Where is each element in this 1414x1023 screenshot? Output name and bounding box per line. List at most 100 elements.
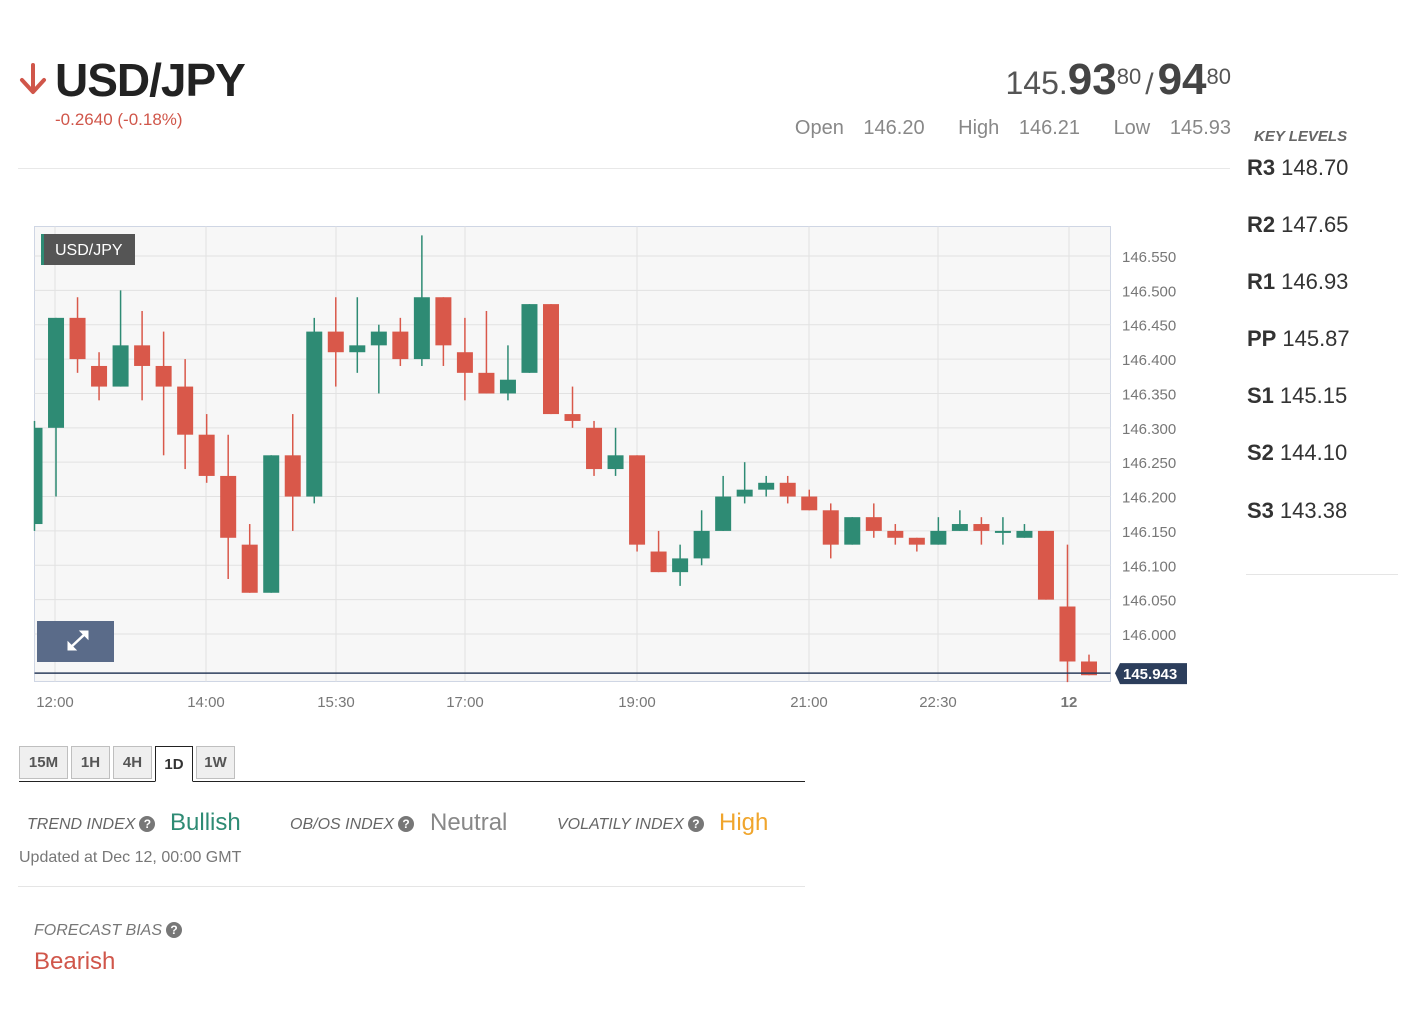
candle	[758, 475, 775, 497]
tab-1h[interactable]: 1H	[71, 746, 110, 779]
key-level-r3: R3 148.70	[1247, 155, 1348, 181]
candle-body	[801, 496, 818, 511]
candle-body	[327, 331, 344, 353]
y-tick-label: 146.400	[1122, 352, 1176, 369]
help-icon[interactable]: ?	[166, 921, 183, 938]
candle-body	[220, 475, 237, 538]
candle	[629, 455, 646, 552]
ohl-summary: Open 146.20 High 146.21 Low 145.93	[767, 117, 1231, 140]
y-tick-label: 146.300	[1122, 421, 1176, 438]
tab-1w[interactable]: 1W	[196, 746, 235, 779]
key-level-name: S2	[1247, 440, 1274, 465]
candle	[521, 304, 538, 373]
forecast-bias-value: Bearish	[34, 948, 116, 975]
x-tick-label: 12	[1061, 694, 1078, 711]
candle	[822, 503, 839, 559]
key-level-value: 145.87	[1282, 326, 1350, 351]
candle-body	[629, 455, 646, 545]
last-price-label: 145.943	[1123, 666, 1177, 683]
key-level-name: PP	[1247, 326, 1277, 351]
candle-body	[542, 304, 559, 415]
help-icon[interactable]: ?	[687, 815, 704, 832]
candle-body	[306, 331, 323, 497]
candle-body	[650, 551, 667, 573]
y-tick-label: 146.100	[1122, 558, 1176, 575]
candle-body	[1081, 661, 1097, 676]
key-level-r1: R1 146.93	[1247, 269, 1348, 295]
low-label: Low	[1113, 117, 1151, 139]
candle-body	[413, 297, 430, 360]
candle-body	[779, 482, 796, 497]
help-icon[interactable]: ?	[398, 815, 415, 832]
candle-body	[1059, 606, 1076, 662]
ask-fraction: 80	[1206, 63, 1231, 89]
key-level-s3: S3 143.38	[1247, 498, 1347, 524]
candle	[887, 524, 904, 545]
candle	[542, 304, 559, 415]
candle	[284, 414, 301, 531]
candle	[241, 524, 258, 593]
candle	[478, 310, 495, 394]
candle-body	[1037, 530, 1054, 600]
key-level-name: S3	[1247, 498, 1274, 523]
last-price-tag	[1115, 663, 1187, 685]
candle-body	[693, 530, 710, 559]
candle	[779, 475, 796, 504]
tab-15m[interactable]: 15M	[19, 746, 68, 779]
key-level-s2: S2 144.10	[1247, 440, 1347, 466]
candle	[994, 517, 1011, 545]
bid-prefix: 145.	[1005, 65, 1068, 101]
candle	[672, 544, 689, 586]
candle	[263, 455, 280, 593]
x-tick-label: 15:30	[317, 694, 355, 711]
candle-body	[715, 496, 732, 531]
candle	[865, 503, 882, 538]
candle-body	[112, 345, 129, 387]
trend-index-value: Bullish	[170, 809, 241, 836]
x-tick-label: 14:00	[187, 694, 225, 711]
key-level-value: 144.10	[1279, 440, 1348, 465]
key-level-name: R2	[1247, 212, 1276, 237]
candle-body	[908, 537, 925, 545]
candle-body	[865, 517, 882, 531]
candle-body	[930, 530, 947, 545]
candle	[177, 359, 194, 470]
candle	[801, 489, 818, 511]
x-tick-label: 17:00	[446, 694, 484, 711]
candle	[1059, 544, 1076, 683]
y-tick-label: 146.200	[1122, 490, 1176, 507]
candle-body	[564, 414, 581, 421]
candle	[112, 290, 129, 387]
key-level-pp: PP 145.87	[1247, 326, 1350, 352]
candle-body	[241, 544, 258, 593]
arrow-down-icon	[20, 63, 46, 94]
key-levels-divider	[1246, 574, 1398, 575]
trend-index-label: TREND INDEX	[27, 816, 136, 833]
forecast-bias-label: FORECAST BIAS	[34, 922, 163, 939]
volatility-index-value: High	[719, 809, 769, 836]
candle-body	[844, 517, 861, 545]
symbol-badge: USD/JPY	[41, 234, 135, 265]
candle-body	[736, 489, 753, 497]
candlestick-chart[interactable]: 146.550 146.500 146.450 146.400 146.350 146.3…	[0, 200, 1200, 720]
tab-4h[interactable]: 4H	[113, 746, 152, 779]
obos-index-label: OB/OS INDEX	[290, 816, 395, 833]
candle-body	[349, 345, 366, 353]
candle-body	[177, 386, 194, 435]
tab-1d[interactable]: 1D	[155, 746, 193, 782]
y-tick-label: 146.350	[1122, 386, 1176, 403]
candle-body	[392, 331, 409, 360]
help-icon[interactable]: ?	[139, 815, 156, 832]
candle	[973, 517, 990, 545]
expand-chart-button[interactable]	[37, 621, 114, 662]
candle	[1081, 654, 1097, 676]
key-level-value: 143.38	[1279, 498, 1348, 523]
header-divider	[18, 168, 1230, 169]
high-label: High	[958, 117, 1000, 139]
open-stat: Open 146.20	[781, 117, 925, 139]
candle	[564, 386, 581, 428]
candle	[91, 352, 108, 401]
candle	[370, 324, 387, 394]
x-tick-label: 19:00	[618, 694, 656, 711]
key-level-value: 146.93	[1281, 269, 1349, 294]
